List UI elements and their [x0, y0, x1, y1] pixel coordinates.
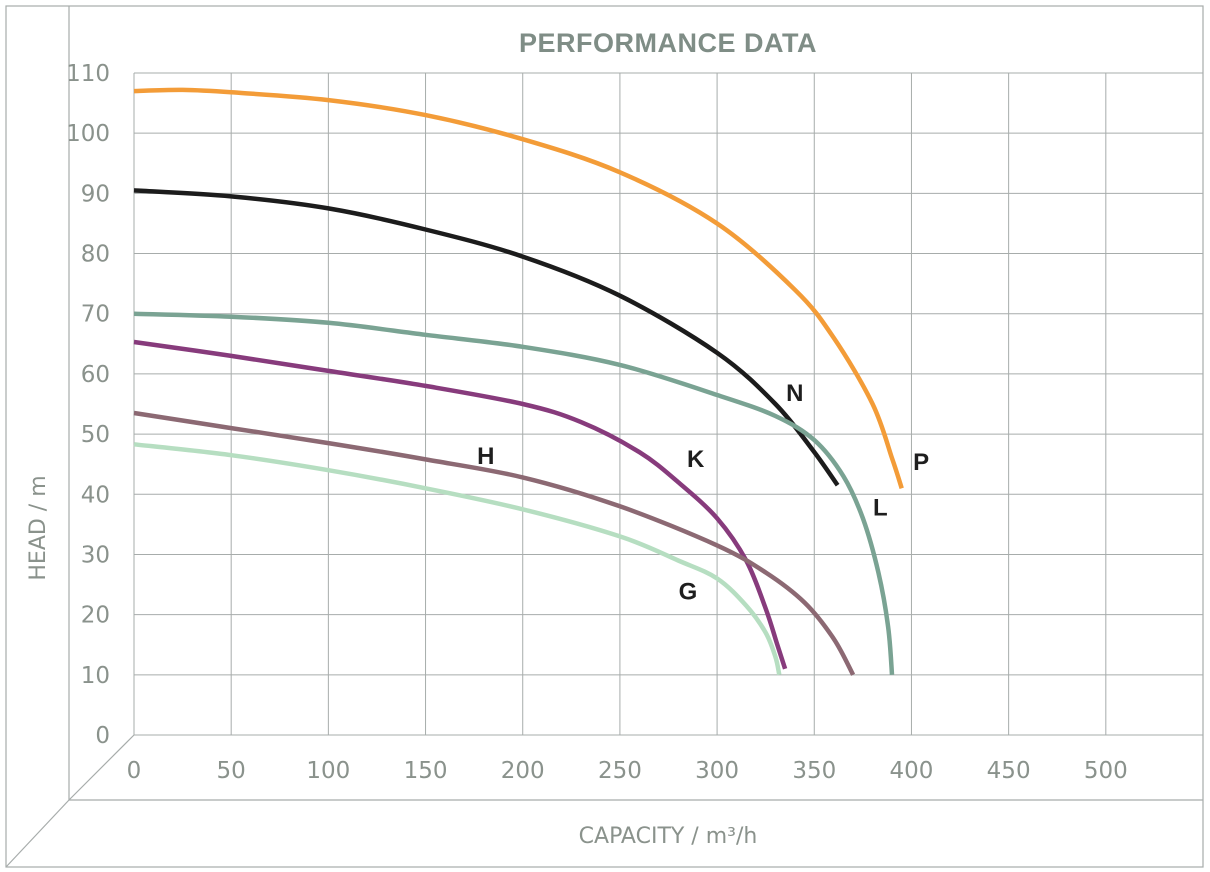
- curve-label-G: G: [679, 579, 698, 606]
- x-tick-label: 150: [404, 758, 448, 784]
- outer-frame: [5, 5, 1204, 868]
- curve-label-L: L: [873, 494, 888, 521]
- x-tick-label: 350: [792, 758, 836, 784]
- x-tick-label: 250: [598, 758, 642, 784]
- y-tick-label: 80: [81, 242, 110, 268]
- y-tick-label: 40: [81, 482, 110, 508]
- frame-diagonal-outer: [5, 799, 70, 868]
- y-tick-label: 50: [81, 422, 110, 448]
- y-tick-label: 110: [66, 61, 110, 87]
- x-tick-labels: 0 50 100 150 200 250 300 350 400 450 500: [127, 758, 1128, 784]
- curve-P: [133, 87, 904, 489]
- x-axis-label: CAPACITY / m³/h: [579, 824, 758, 849]
- chart-title: PERFORMANCE DATA: [519, 28, 817, 58]
- x-tick-label: 50: [217, 758, 246, 784]
- curve-K: [133, 339, 788, 670]
- y-tick-label: 60: [81, 362, 110, 388]
- y-tick-labels: 0 10 20 30 40 50 60 70 80 90 100 110: [66, 61, 110, 749]
- curve-labels: N PL K H G: [477, 380, 929, 606]
- curve-label-H: H: [477, 443, 494, 470]
- grid: [133, 72, 1204, 736]
- y-tick-label: 30: [81, 542, 110, 568]
- curves: [133, 87, 904, 676]
- frame-diagonal-inner: [68, 734, 135, 801]
- x-tick-label: 0: [127, 758, 142, 784]
- y-axis-label: HEAD / m: [26, 475, 51, 580]
- y-tick-label: 70: [81, 302, 110, 328]
- x-tick-label: 300: [695, 758, 739, 784]
- x-tick-label: 450: [987, 758, 1031, 784]
- curve-G: [133, 442, 782, 676]
- curve-label-K: K: [687, 446, 705, 473]
- curve-H: [133, 410, 856, 676]
- y-tick-label: 90: [81, 181, 110, 207]
- curve-label-N: N: [786, 380, 803, 407]
- x-tick-label: 100: [306, 758, 350, 784]
- y-tick-label: 0: [95, 723, 110, 749]
- x-tick-label: 400: [890, 758, 934, 784]
- x-tick-label: 500: [1084, 758, 1128, 784]
- curve-N: [133, 188, 840, 487]
- y-tick-label: 10: [81, 663, 110, 689]
- curve-label-P: P: [913, 449, 929, 476]
- y-tick-label: 20: [81, 603, 110, 629]
- curve-L: [133, 311, 895, 675]
- x-tick-label: 200: [501, 758, 545, 784]
- y-tick-label: 100: [66, 121, 110, 147]
